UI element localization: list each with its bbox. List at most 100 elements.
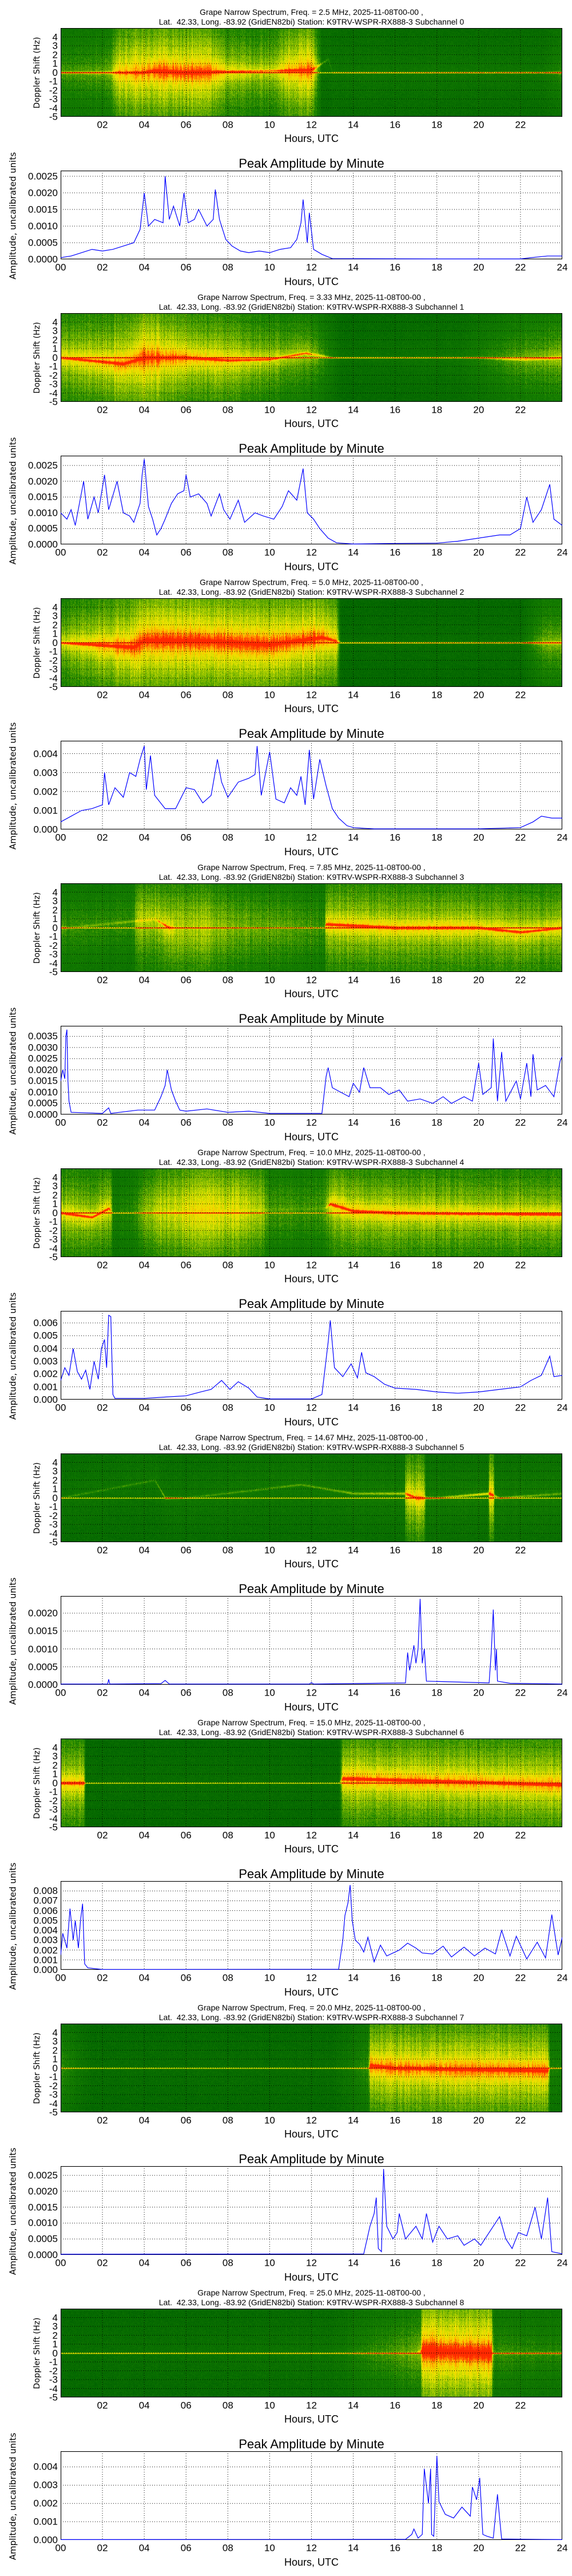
doppler-tick-label: 2 [52,904,58,915]
amplitude-tick-label: 0.003 [33,767,58,779]
amplitude-plot [61,1311,562,1400]
hour-tick-label: 18 [431,404,443,416]
hour-tick-label: 00 [55,262,66,273]
hour-tick-label: 18 [431,262,443,273]
doppler-tick-label: 3 [52,895,58,907]
spectrogram-title-line2: Lat. 42.33, Long. -83.92 (GridEN82bi) St… [158,1157,464,1167]
hour-tick-label: 14 [348,689,359,701]
plot-grid [61,2024,562,2112]
amplitude-tick-label: 0.001 [33,1381,58,1393]
amplitude-axis-label: Amplitude, uncalibrated units [7,1577,18,1705]
hour-tick-label: 16 [390,1830,401,1841]
hour-tick-label: 16 [390,1687,401,1698]
amplitude-tick-label: 0.004 [33,1925,58,1936]
hour-tick-label: 22 [515,2115,526,2126]
hour-tick-label: 18 [431,1259,443,1271]
hour-tick-label: 18 [431,1687,443,1698]
hour-tick-label: 04 [138,1544,150,1556]
hour-tick-label: 06 [180,2400,192,2411]
amplitude-x-axis-label: Hours, UTC [284,1701,339,1713]
amplitude-plot [61,2166,562,2255]
hour-tick-label: 02 [97,832,108,843]
hour-tick-label: 12 [306,1259,317,1271]
doppler-tick-label: 3 [52,1751,58,1762]
hour-tick-label: 10 [264,1259,275,1271]
hour-tick-label: 12 [306,262,317,273]
hour-tick-label: 14 [348,1972,359,1984]
amplitude-tick-label: 0.000 [33,824,58,835]
hour-tick-label: 14 [348,262,359,273]
amplitude-tick-label: 0.0005 [28,237,58,248]
hour-tick-label: 12 [306,974,317,986]
panel-channel-4: Grape Narrow Spectrum, Freq. = 10.0 MHz,… [0,1140,572,1427]
hour-tick-label: 18 [431,2542,443,2554]
hour-tick-label: 08 [222,1259,233,1271]
doppler-tick-label: -1 [49,1216,58,1227]
hour-tick-label: 12 [306,547,317,558]
hour-tick-label: 06 [180,1972,192,1984]
hour-tick-label: 12 [306,119,317,131]
hour-tick-label: 20 [473,2257,484,2269]
hour-tick-label: 00 [55,1402,66,1413]
hour-tick-label: 02 [97,262,108,273]
amplitude-plot [61,456,562,544]
hour-tick-label: 08 [222,1544,233,1556]
hour-tick-label: 20 [473,832,484,843]
hour-tick-label: 06 [180,404,192,416]
hour-tick-label: 08 [222,2542,233,2554]
hour-tick-label: 10 [264,832,275,843]
amplitude-tick-label: 0.0015 [28,491,58,503]
amplitude-axis-label: Amplitude, uncalibrated units [7,1862,18,1990]
spectrogram-title-line2: Lat. 42.33, Long. -83.92 (GridEN82bi) St… [158,587,464,596]
spectrogram-heatmap [61,313,562,402]
amplitude-chart-title: Peak Amplitude by Minute [239,1012,384,1026]
amplitude-plot [61,2451,562,2540]
hour-tick-label: 22 [515,974,526,986]
spectrogram-title-line2: Lat. 42.33, Long. -83.92 (GridEN82bi) St… [158,872,464,882]
plot-frame [61,741,562,829]
hour-tick-label: 22 [515,2257,526,2269]
hour-tick-label: 02 [97,2400,108,2411]
hour-tick-label: 14 [348,1117,359,1128]
hour-tick-label: 00 [55,2257,66,2269]
hour-tick-label: 10 [264,2115,275,2126]
plot-frame [61,1168,562,1257]
amplitude-tick-label: 0.0010 [28,507,58,519]
doppler-tick-label: -4 [49,958,58,969]
doppler-tick-label: 0 [52,2063,58,2073]
hour-tick-label: 10 [264,1544,275,1556]
amplitude-tick-label: 0.004 [33,2461,58,2472]
doppler-tick-label: 2 [52,1475,58,1485]
hour-tick-label: 04 [138,1402,150,1413]
hour-tick-label: 00 [55,1117,66,1128]
doppler-tick-label: 3 [52,1465,58,1477]
amplitude-axis-label: Amplitude, uncalibrated units [7,2147,18,2275]
hour-tick-label: 02 [97,404,108,416]
plot-frame [61,1026,562,1115]
doppler-axis-label: Doppler Shift (Hz) [33,1747,42,1819]
hour-tick-label: 18 [431,547,443,558]
doppler-tick-label: 2 [52,2330,58,2341]
amplitude-tick-label: 0.000 [33,1964,58,1976]
amplitude-tick-label: 0.0005 [28,1097,58,1109]
panel-channel-7: Grape Narrow Spectrum, Freq. = 20.0 MHz,… [0,1996,572,2282]
doppler-axis-label: Doppler Shift (Hz) [33,607,42,679]
hour-tick-label: 08 [222,1687,233,1698]
hour-tick-label: 08 [222,1830,233,1841]
hour-tick-label: 18 [431,2400,443,2411]
plot-grid [61,598,562,687]
spectrogram-title-line1: Grape Narrow Spectrum, Freq. = 7.85 MHz,… [197,863,426,872]
amplitude-tick-label: 0.0000 [28,254,58,265]
hour-tick-label: 06 [180,974,192,986]
plot-frame [61,1739,562,1827]
hour-tick-label: 14 [348,1402,359,1413]
hour-tick-label: 16 [390,547,401,558]
spectrogram-x-axis-label: Hours, UTC [284,988,339,999]
doppler-tick-label: -5 [49,1251,58,1263]
plot-grid [61,1881,562,1970]
amplitude-tick-label: 0.004 [33,1343,58,1354]
hour-tick-label: 20 [473,689,484,701]
hour-tick-label: 04 [138,974,150,986]
spectrogram-title-line1: Grape Narrow Spectrum, Freq. = 14.67 MHz… [195,1433,428,1442]
amplitude-tick-label: 0.0020 [28,1064,58,1076]
